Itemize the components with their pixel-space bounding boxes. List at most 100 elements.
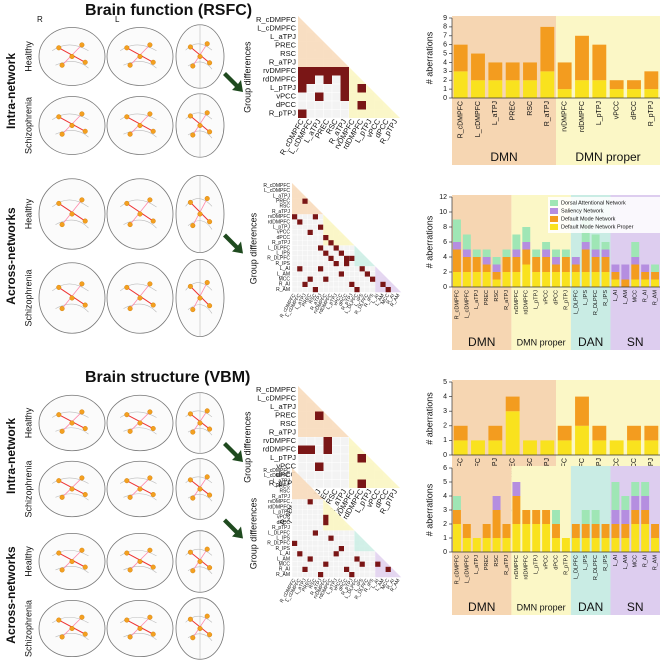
bar [591,249,600,257]
matrix-cell-bg [354,276,360,283]
matrix-cell-bg [297,519,303,526]
node [124,617,130,623]
node [124,284,130,290]
y-tick-label: 4 [443,254,447,261]
node [127,428,133,434]
x-tick-label: MCC [633,290,639,303]
matrix-cell-bg [359,566,366,573]
matrix-cell [315,411,324,420]
matrix-cell [349,281,355,287]
x-tick-label: L_cDMPFC [464,555,470,583]
bar [453,71,468,98]
matrix-cell-bg [354,271,360,277]
matrix-cell-bg [307,530,314,536]
bar [641,524,650,552]
matrix-cell-bg [302,229,308,236]
y-tick-label: 9 [443,15,447,22]
bar [505,396,520,412]
bar [462,538,471,552]
matrix-cell-bg [349,545,355,552]
bar [482,272,491,287]
node [197,420,203,426]
y-tick-label: 4 [443,493,447,500]
group-band [452,195,512,350]
matrix-cell-bg [343,281,350,288]
row-label: rdDMPFC [268,504,291,510]
matrix-cell [297,219,303,225]
bar [452,524,461,552]
bar [601,272,610,287]
node [204,41,210,47]
matrix-cell-bg [312,535,319,541]
node [69,54,75,60]
bar [621,524,630,538]
bar [641,496,650,510]
bar [571,257,580,265]
row-label: rvDMPFC [263,436,296,445]
matrix-cell [328,535,334,541]
y-tick-label: 0 [443,549,447,556]
y-axis-label: Group differences [248,212,258,284]
bar [522,249,531,265]
y-tick-label: 0 [443,452,447,459]
bar [601,257,610,272]
matrix-cell [359,561,365,567]
matrix-cell-bg [317,551,324,557]
brain-sulci [120,549,157,573]
node [147,614,153,620]
matrix-cell [323,276,329,282]
node [59,62,65,68]
matrix-cell-bg [291,551,298,557]
matrix-cell-bg [331,462,341,472]
legend-label: Default Mode Network [561,216,616,222]
legend-swatch [550,216,558,222]
col-label: L_AM [374,293,386,307]
col-label: L_AI [370,293,380,305]
matrix-cell-bg [291,530,298,536]
matrix-cell-bg [317,271,324,277]
row-label: L_IPS [276,251,290,257]
matrix-cell-bg [317,504,324,510]
node [79,614,85,620]
bar [540,71,555,98]
matrix-cell-bg [307,219,314,225]
bar [631,279,640,287]
matrix-cell-bg [338,556,345,562]
bar [631,482,640,496]
brain-sulci [52,477,89,501]
y-axis-label: Group differences [248,497,258,569]
row-label: Intra-network [4,418,18,494]
matrix-cell-bg [291,239,298,246]
brain-sulci [120,477,157,501]
bar [532,249,541,257]
matrix-cell-bg [306,100,316,110]
matrix-cell-bg [349,286,355,293]
matrix-cell-bg [343,286,350,293]
node [124,412,130,418]
matrix-cell-bg [312,255,319,262]
group-label: DMN proper [575,150,640,164]
bar [591,510,600,524]
row-label: RSC [279,204,290,210]
node [187,44,193,50]
y-tick-label: 2 [443,77,447,84]
node [127,131,133,137]
bar [601,249,610,257]
y-tick-label: 5 [443,379,447,386]
y-tick-label: 4 [443,59,447,66]
bar [502,524,511,538]
matrix-cell-bg [331,479,341,489]
matrix-cell-bg [297,281,303,288]
x-tick-label: dPCC [553,290,559,305]
matrix-cell-bg [338,571,345,578]
bar [482,257,491,265]
matrix-cell-bg [343,561,350,567]
node [207,632,213,638]
matrix-cell-bg [359,286,366,293]
matrix-cell-bg [349,276,355,283]
matrix-cell-bg [307,525,314,531]
bar [581,510,590,524]
node [124,550,130,556]
x-tick-label: R_cDMPFC [454,555,460,584]
bar [621,264,630,280]
